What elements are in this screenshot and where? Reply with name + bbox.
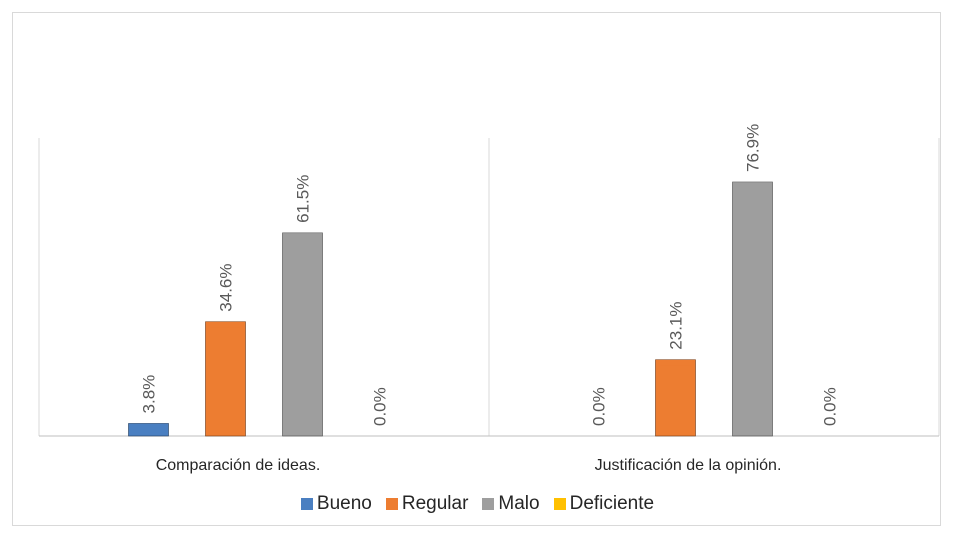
legend-item-bueno: Bueno <box>300 493 372 515</box>
data-label: 0.0% <box>371 387 390 426</box>
bar-bevel <box>655 359 696 366</box>
bar-malo-2 <box>732 181 773 437</box>
category-label: Comparación de ideas. <box>156 457 321 474</box>
bar-bevel <box>732 182 773 188</box>
legend-swatch <box>482 498 495 510</box>
bar-malo-1 <box>282 232 323 437</box>
category-label: Justificación de la opinión. <box>595 457 782 474</box>
data-label: 61.5% <box>294 175 313 223</box>
bar-bevel <box>282 232 323 239</box>
data-label: 0.0% <box>821 387 840 426</box>
data-label: 3.8% <box>140 375 159 414</box>
data-label: 23.1% <box>667 301 686 349</box>
legend-label: Regular <box>401 493 469 514</box>
data-label: 34.6% <box>217 264 236 312</box>
legend-swatch <box>553 498 566 510</box>
legend-swatch <box>300 498 313 510</box>
legend-swatch <box>385 498 398 510</box>
legend-label: Bueno <box>316 493 372 514</box>
legend-item-deficiente: Deficiente <box>553 493 655 515</box>
bar-regular-2 <box>655 359 696 437</box>
data-label: 0.0% <box>590 387 609 426</box>
legend-label: Deficiente <box>569 493 655 514</box>
chart-frame <box>12 12 941 526</box>
data-label: 76.9% <box>744 124 763 172</box>
bar-bevel <box>128 423 169 430</box>
bar-bevel <box>205 321 246 328</box>
chart-legend: Bueno Regular Malo Deficiente <box>0 493 955 515</box>
legend-item-regular: Regular <box>385 493 469 515</box>
legend-item-malo: Malo <box>482 493 540 515</box>
legend-label: Malo <box>498 493 540 514</box>
bar-regular-1 <box>205 321 246 437</box>
